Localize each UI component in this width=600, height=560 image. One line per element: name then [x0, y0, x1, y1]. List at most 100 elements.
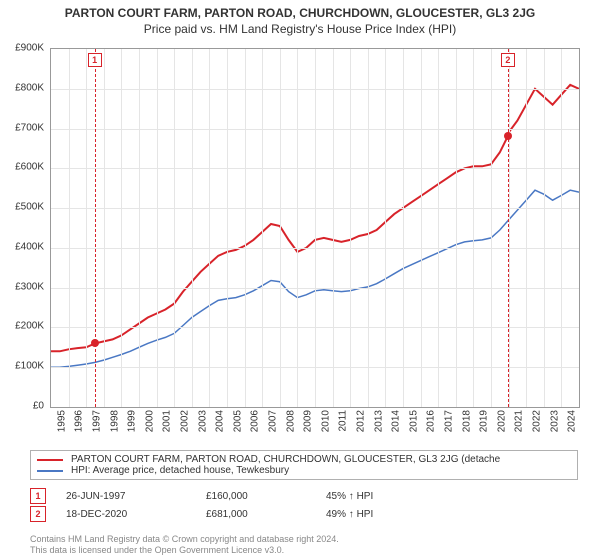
- y-tick-label: £200K: [15, 321, 44, 332]
- x-tick-label: 2003: [197, 410, 208, 432]
- sale-date: 18-DEC-2020: [66, 509, 186, 520]
- sale-diff: 45% ↑ HPI: [326, 491, 426, 502]
- x-tick-label: 1997: [91, 410, 102, 432]
- gridline-v: [209, 49, 210, 407]
- gridline-v: [526, 49, 527, 407]
- x-tick-label: 2005: [232, 410, 243, 432]
- gridline-v: [544, 49, 545, 407]
- x-tick-label: 2016: [426, 410, 437, 432]
- gridline-v: [157, 49, 158, 407]
- sale-diff: 49% ↑ HPI: [326, 509, 426, 520]
- gridline-v: [245, 49, 246, 407]
- gridline-v: [86, 49, 87, 407]
- x-tick-label: 2024: [566, 410, 577, 432]
- x-tick-label: 2011: [338, 410, 349, 432]
- sale-guide-line: [508, 49, 509, 407]
- sale-price: £160,000: [206, 491, 306, 502]
- gridline-v: [350, 49, 351, 407]
- y-tick-label: £900K: [15, 43, 44, 54]
- legend-label: HPI: Average price, detached house, Tewk…: [71, 465, 289, 476]
- x-tick-label: 2004: [214, 410, 225, 432]
- x-tick-label: 2015: [408, 410, 419, 432]
- x-tick-label: 1996: [74, 410, 85, 432]
- gridline-v: [333, 49, 334, 407]
- x-tick-label: 2008: [285, 410, 296, 432]
- sale-row: 1 26-JUN-1997 £160,000 45% ↑ HPI: [30, 488, 578, 504]
- chart-subtitle: Price paid vs. HM Land Registry's House …: [0, 20, 600, 36]
- gridline-v: [104, 49, 105, 407]
- x-tick-label: 2006: [250, 410, 261, 432]
- legend-swatch: [37, 470, 63, 472]
- gridline-v: [421, 49, 422, 407]
- chart-container: { "title": "PARTON COURT FARM, PARTON RO…: [0, 0, 600, 560]
- y-tick-label: £500K: [15, 202, 44, 213]
- x-tick-label: 1998: [109, 410, 120, 432]
- sale-price: £681,000: [206, 509, 306, 520]
- sale-row: 2 18-DEC-2020 £681,000 49% ↑ HPI: [30, 506, 578, 522]
- y-tick-label: £400K: [15, 241, 44, 252]
- gridline-v: [280, 49, 281, 407]
- sale-marker-dot: [504, 132, 512, 140]
- legend-swatch: [37, 459, 63, 461]
- attribution-footer: Contains HM Land Registry data © Crown c…: [30, 534, 578, 556]
- y-axis-labels: £0£100K£200K£300K£400K£500K£600K£700K£80…: [0, 48, 48, 408]
- gridline-v: [227, 49, 228, 407]
- x-tick-label: 2009: [302, 410, 313, 432]
- gridline-v: [385, 49, 386, 407]
- x-tick-label: 2023: [549, 410, 560, 432]
- x-tick-label: 2022: [531, 410, 542, 432]
- x-tick-label: 2020: [496, 410, 507, 432]
- x-tick-label: 2017: [443, 410, 454, 432]
- gridline-v: [297, 49, 298, 407]
- x-tick-label: 2019: [478, 410, 489, 432]
- legend-item: PARTON COURT FARM, PARTON ROAD, CHURCHDO…: [37, 454, 571, 465]
- gridline-v: [456, 49, 457, 407]
- x-tick-label: 2002: [179, 410, 190, 432]
- sale-marker-box: 2: [30, 506, 46, 522]
- x-axis-labels: 1995 1996 1997 1998 1999 2000 2001 2002 2003 2004…: [50, 408, 580, 448]
- sale-guide-line: [95, 49, 96, 407]
- sale-marker-dot: [91, 339, 99, 347]
- sale-marker-label: 2: [501, 53, 515, 67]
- legend-item: HPI: Average price, detached house, Tewk…: [37, 465, 571, 476]
- x-tick-label: 2007: [267, 410, 278, 432]
- legend-label: PARTON COURT FARM, PARTON ROAD, CHURCHDO…: [71, 454, 500, 465]
- footer-line-2: This data is licensed under the Open Gov…: [30, 545, 578, 556]
- gridline-v: [192, 49, 193, 407]
- gridline-v: [315, 49, 316, 407]
- gridline-v: [368, 49, 369, 407]
- y-tick-label: £300K: [15, 281, 44, 292]
- y-tick-label: £700K: [15, 122, 44, 133]
- sales-table: 1 26-JUN-1997 £160,000 45% ↑ HPI 2 18-DEC-202…: [30, 488, 578, 524]
- gridline-v: [139, 49, 140, 407]
- y-tick-label: £800K: [15, 82, 44, 93]
- legend: PARTON COURT FARM, PARTON ROAD, CHURCHDO…: [30, 450, 578, 480]
- x-tick-label: 1999: [126, 410, 137, 432]
- x-tick-label: 2010: [320, 410, 331, 432]
- x-tick-label: 2000: [144, 410, 155, 432]
- gridline-v: [121, 49, 122, 407]
- plot-area: 12: [50, 48, 580, 408]
- y-tick-label: £0: [33, 401, 44, 412]
- gridline-v: [473, 49, 474, 407]
- gridline-v: [491, 49, 492, 407]
- x-tick-label: 1995: [56, 410, 67, 432]
- x-tick-label: 2014: [390, 410, 401, 432]
- gridline-v: [262, 49, 263, 407]
- gridline-v: [174, 49, 175, 407]
- gridline-v: [69, 49, 70, 407]
- sale-marker-label: 1: [88, 53, 102, 67]
- chart-title: PARTON COURT FARM, PARTON ROAD, CHURCHDO…: [0, 0, 600, 20]
- sale-marker-box: 1: [30, 488, 46, 504]
- footer-line-1: Contains HM Land Registry data © Crown c…: [30, 534, 578, 545]
- y-tick-label: £100K: [15, 361, 44, 372]
- sale-date: 26-JUN-1997: [66, 491, 186, 502]
- gridline-v: [561, 49, 562, 407]
- gridline-v: [438, 49, 439, 407]
- gridline-v: [403, 49, 404, 407]
- x-tick-label: 2012: [355, 410, 366, 432]
- x-tick-label: 2018: [461, 410, 472, 432]
- x-tick-label: 2001: [162, 410, 173, 432]
- x-tick-label: 2021: [514, 410, 525, 432]
- y-tick-label: £600K: [15, 162, 44, 173]
